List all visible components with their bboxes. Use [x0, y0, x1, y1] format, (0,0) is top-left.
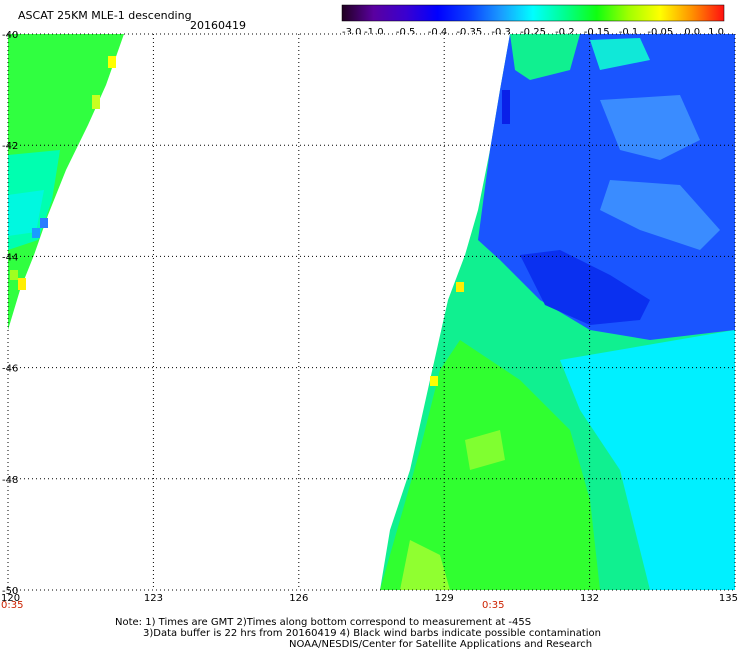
longitude-tick-label: 129 — [435, 593, 454, 604]
colorbar-tick-label: -0.3 — [491, 27, 511, 38]
colorbar-tick-label: -0.2 — [555, 27, 575, 38]
note-line-2: 3)Data buffer is 22 hrs from 20160419 4)… — [143, 628, 601, 639]
longitude-tick-label: 123 — [144, 593, 163, 604]
right-swath-light-blue — [600, 180, 720, 250]
longitude-tick-label: 120 — [1, 593, 20, 604]
colorbar-tick-label: -3.0 — [342, 27, 362, 38]
right-swath-deep-blue — [520, 250, 650, 325]
colorbar — [341, 4, 725, 22]
longitude-labels: 120 123 126 129 132 135 — [1, 593, 738, 604]
colorbar-tick-label: -0.25 — [520, 27, 546, 38]
latitude-tick-label: -46 — [2, 364, 18, 375]
right-swath-top-green — [510, 34, 580, 80]
note-line-3: NOAA/NESDIS/Center for Satellite Applica… — [289, 639, 592, 650]
colorbar-tick-label: -0.05 — [647, 27, 673, 38]
longitude-tick-label: 135 — [719, 593, 738, 604]
right-swath-dark-blue-cell — [502, 90, 510, 124]
right-swath-lower-green — [380, 340, 600, 590]
colorbar-tick-label: -1.0 — [364, 27, 384, 38]
time-label-right: 0:35 — [482, 600, 504, 611]
map-grid — [7, 33, 736, 591]
time-label-left: 0:35 — [1, 600, 23, 611]
right-swath-lime-patch-2 — [465, 430, 505, 470]
date-label: 20160419 — [190, 19, 246, 32]
colorbar-tick-label: 1.0 — [708, 27, 724, 38]
colorbar-labels: -3.0 -1.0 -0.5 -0.4 -0.35 -0.3 -0.25 -0.2 -0.15-… — [342, 27, 724, 38]
left-swath-lime-cell — [92, 95, 100, 109]
latitude-tick-label: -40 — [2, 30, 18, 41]
latitude-tick-label: -42 — [2, 141, 18, 152]
note-line-1: Note: 1) Times are GMT 2)Times along bot… — [115, 617, 531, 628]
longitude-tick-label: 126 — [289, 593, 308, 604]
right-swath-yellow-cell — [430, 376, 438, 386]
left-swath-lime-cell-2 — [10, 270, 18, 280]
left-swath-yellow-cell-2 — [18, 278, 26, 290]
left-swath-yellow-cell — [108, 56, 116, 68]
colorbar-tick-label: -0.15 — [584, 27, 610, 38]
colorbar-tick-label: 0.0 — [684, 27, 700, 38]
colorbar-tick-label: -0.35 — [456, 27, 482, 38]
latitude-tick-label: -50 — [2, 586, 18, 597]
left-swath — [8, 34, 124, 330]
colorbar-tick-label: -0.1 — [619, 27, 639, 38]
colorbar-tick-label: -0.4 — [428, 27, 448, 38]
colorbar-tick-label: -0.5 — [396, 27, 416, 38]
right-swath — [380, 34, 735, 590]
colorbar-gradient — [341, 4, 725, 22]
latitude-labels: -40 -42 -44 -46 -48 -50 — [2, 30, 18, 597]
left-swath-blue-cell-2 — [32, 228, 40, 238]
right-swath-cyan-band — [560, 330, 735, 590]
right-swath-lime-patch — [400, 540, 450, 590]
right-swath-yellow-cell-2 — [456, 282, 464, 292]
longitude-tick-label: 132 — [580, 593, 599, 604]
latitude-tick-label: -44 — [2, 252, 18, 263]
right-swath-top-cyan — [590, 38, 650, 70]
left-swath-cyan-patch-2 — [8, 190, 44, 236]
latitude-tick-label: -48 — [2, 475, 18, 486]
right-swath-light-blue-2 — [600, 95, 700, 160]
product-title: ASCAT 25KM MLE-1 descending — [18, 9, 192, 22]
left-swath-blue-cell — [40, 218, 48, 228]
